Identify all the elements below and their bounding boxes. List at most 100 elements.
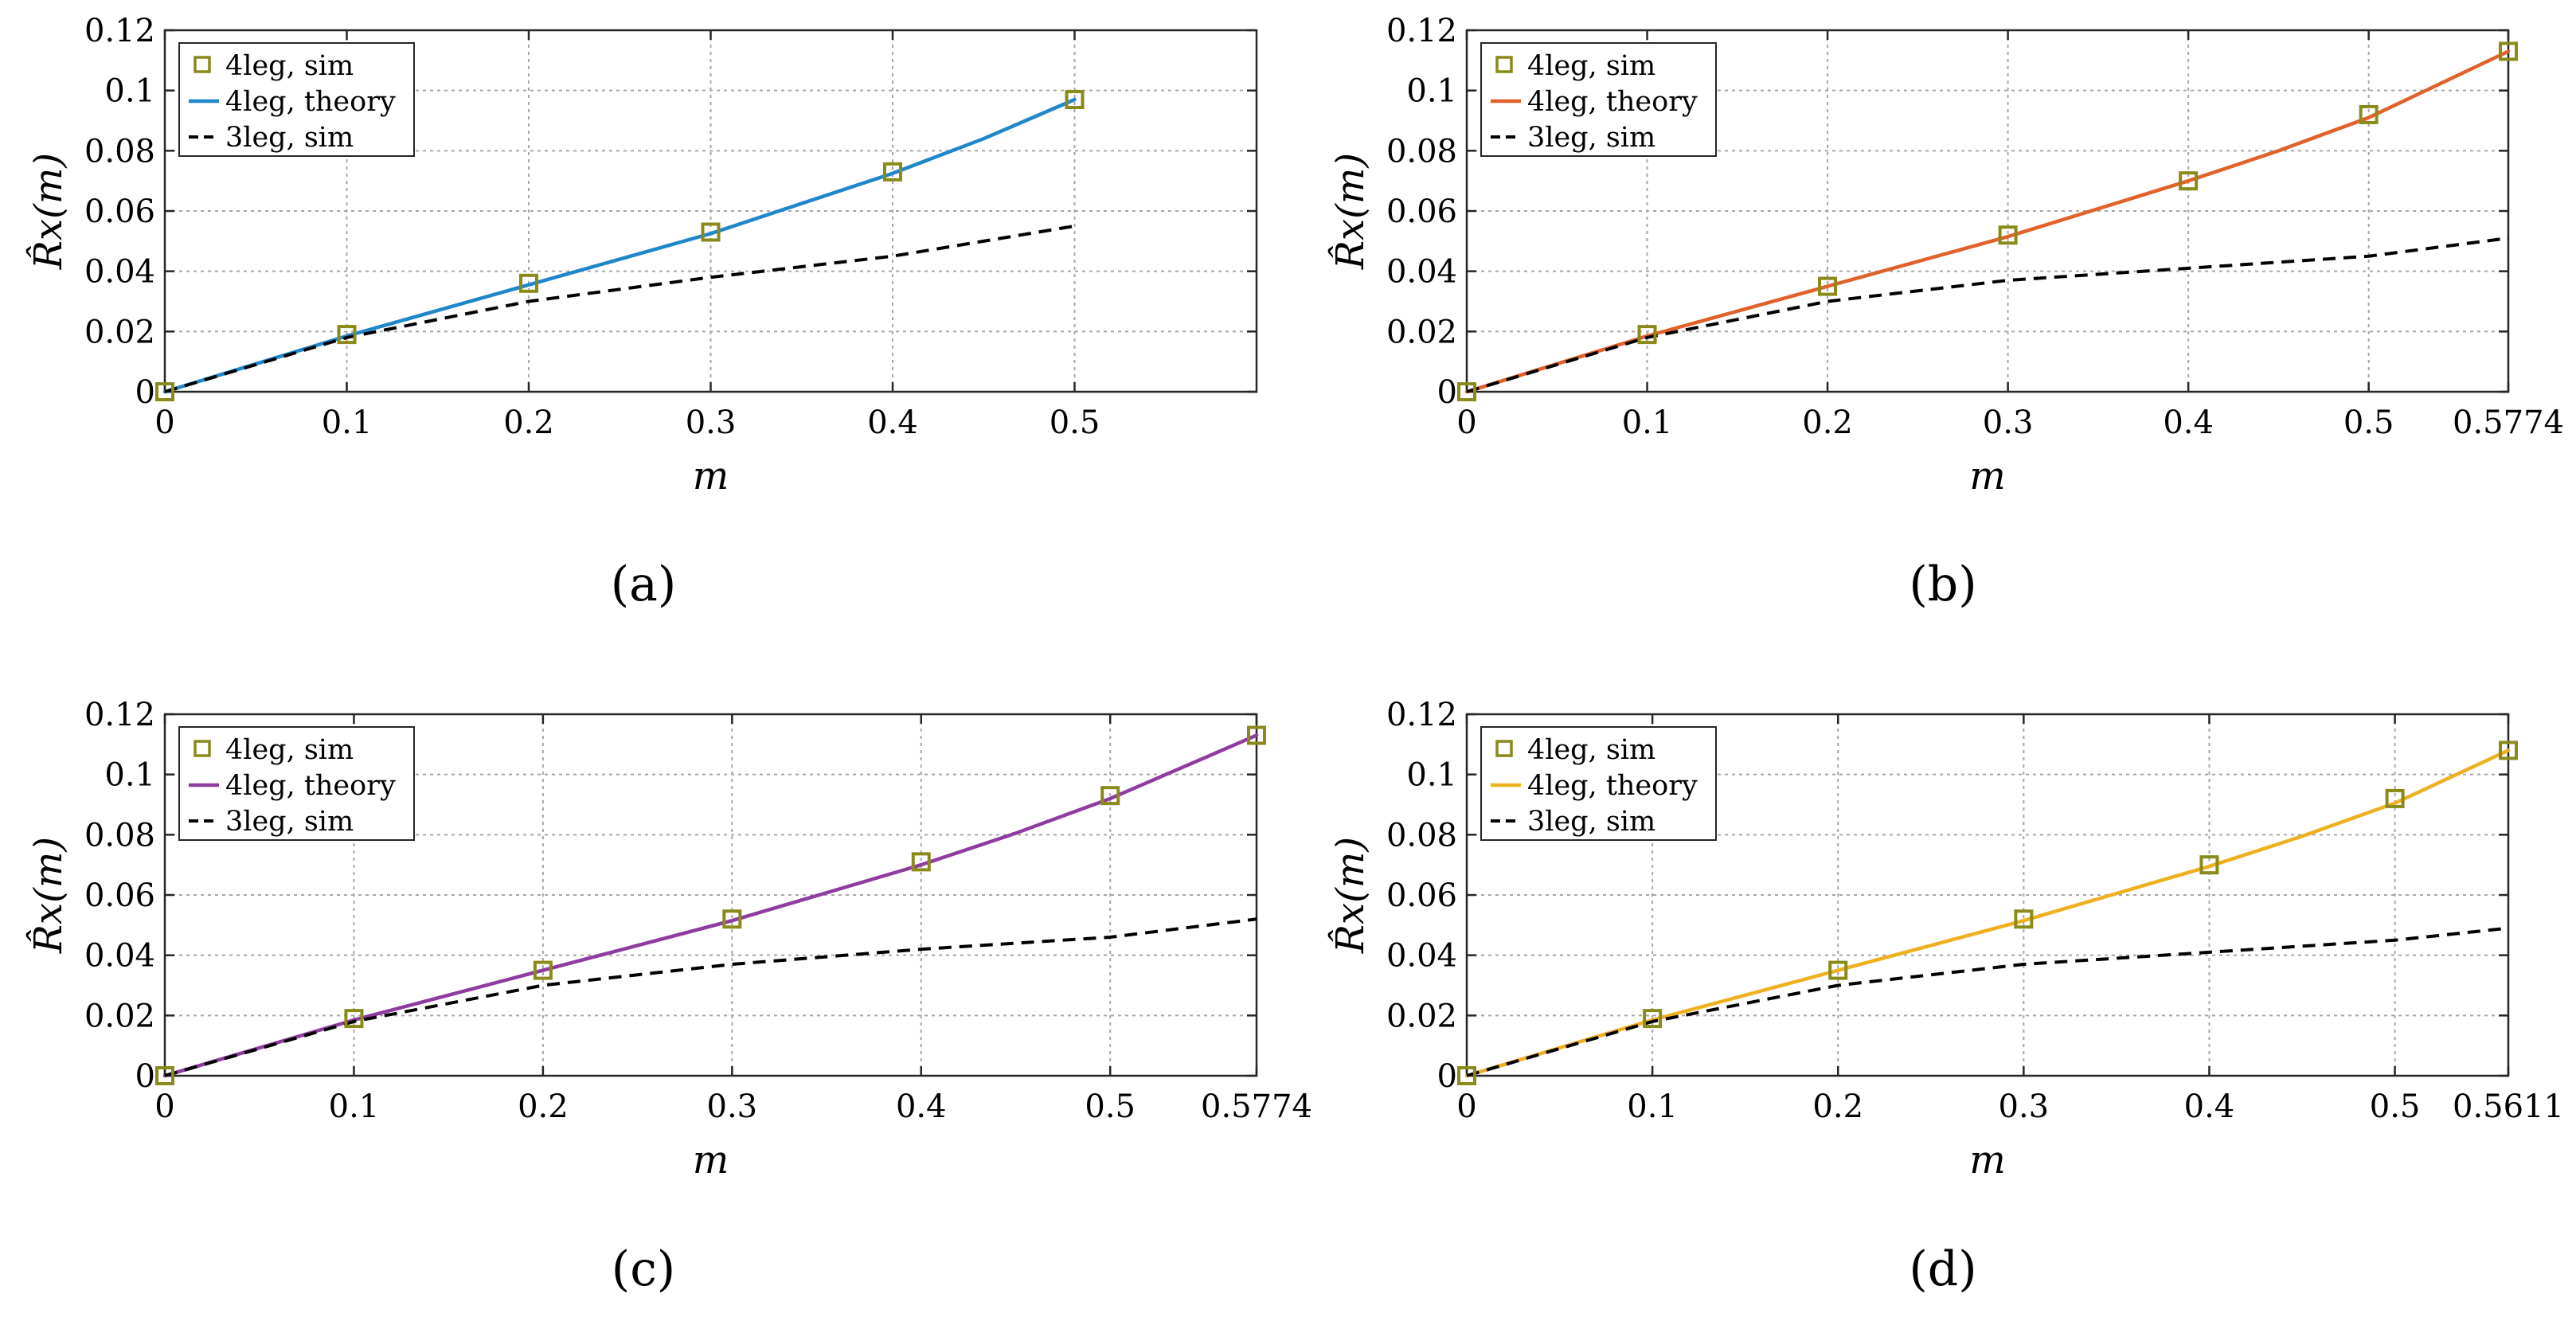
legend-marker-4leg-sim	[193, 740, 211, 757]
legend-label-3leg-sim: 3leg, sim	[1527, 806, 1655, 838]
x-tick-label: 0.5	[2343, 404, 2394, 441]
y-tick-label: 0.02	[1386, 314, 1457, 350]
legend-label-4leg-theory: 4leg, theory	[225, 770, 396, 802]
x-tick-label: 0.1	[329, 1088, 380, 1125]
series-line-3leg-sim	[1466, 236, 2509, 393]
y-tick-label: 0.12	[84, 697, 155, 733]
panel-caption: (c)	[612, 1241, 675, 1297]
data-point-4leg-sim	[2385, 788, 2405, 808]
data-point-4leg-sim	[155, 382, 174, 401]
y-tick-label: 0.04	[84, 938, 155, 975]
x-tick-label: 0.1	[1627, 1088, 1678, 1125]
legend-label-3leg-sim: 3leg, sim	[1527, 122, 1655, 154]
x-tick-label: 0.2	[518, 1088, 569, 1125]
y-tick-label: 0.06	[84, 877, 155, 914]
x-axis-label: m	[1969, 454, 2006, 498]
y-tick-label: 0.1	[104, 757, 155, 794]
legend-label-4leg-theory: 4leg, theory	[1527, 770, 1698, 802]
chart-panel-d: 0 0.1 0.2 0.3 0.4 0.5 0.5611 0 0.02 0.04 0.06 0.08 0…	[1327, 697, 2564, 1297]
legend: 4leg, sim 4leg, theory 3leg, sim	[178, 726, 415, 841]
y-tick-label: 0.12	[1386, 697, 1457, 733]
data-point-4leg-sim	[911, 852, 931, 872]
y-tick-label: 0.08	[1386, 817, 1457, 854]
legend-label-4leg-sim: 4leg, sim	[225, 734, 354, 766]
panel-caption: (b)	[1909, 557, 1976, 612]
x-axis-label: m	[693, 454, 729, 498]
legend-label-4leg-sim: 4leg, sim	[1527, 50, 1655, 82]
y-tick-label: 0.02	[84, 998, 155, 1034]
legend: 4leg, sim 4leg, theory 3leg, sim	[1480, 726, 1717, 841]
data-point-4leg-sim	[1643, 1009, 1663, 1029]
series-line-4leg-theory	[162, 733, 1259, 1078]
y-tick-label: 0.12	[1386, 13, 1457, 49]
data-point-4leg-sim	[337, 325, 357, 345]
x-tick-label: 0.5	[2370, 1088, 2421, 1125]
x-axis-label: m	[1969, 1138, 2006, 1182]
x-tick-label: 0.3	[707, 1088, 758, 1125]
data-point-4leg-sim	[2014, 909, 2034, 929]
y-tick-label: 0.12	[84, 13, 155, 49]
panel-caption: (d)	[1909, 1241, 1976, 1297]
data-point-4leg-sim	[1637, 325, 1657, 345]
data-point-4leg-sim	[1828, 960, 1848, 980]
y-tick-label: 0.02	[1386, 998, 1457, 1034]
legend-label-4leg-sim: 4leg, sim	[1527, 734, 1655, 766]
y-tick-label: 0	[1437, 374, 1457, 411]
data-point-4leg-sim	[722, 909, 742, 929]
x-tick-label: 0	[154, 404, 174, 441]
x-tick-label: 0.1	[322, 404, 373, 441]
y-axis-label: R̂x(m)	[1327, 837, 1373, 954]
chart-panel-b: 0 0.1 0.2 0.3 0.4 0.5 0.5774 0 0.02 0.04 0.06 0.08 0…	[1327, 13, 2564, 612]
series-line-3leg-sim	[164, 917, 1257, 1077]
y-tick-label: 0.04	[1386, 254, 1457, 291]
data-point-4leg-sim	[1457, 382, 1476, 401]
y-tick-label: 0	[135, 374, 155, 411]
x-tick-label: 0.5	[1050, 404, 1100, 441]
data-point-4leg-sim	[2499, 41, 2518, 61]
y-tick-label: 0.06	[1386, 877, 1457, 914]
y-tick-label: 0.08	[84, 817, 155, 854]
legend: 4leg, sim 4leg, theory 3leg, sim	[1480, 42, 1717, 157]
legend: 4leg, sim 4leg, theory 3leg, sim	[178, 42, 415, 157]
legend-label-4leg-theory: 4leg, theory	[1527, 86, 1698, 118]
legend-label-4leg-theory: 4leg, theory	[225, 86, 396, 118]
data-point-4leg-sim	[701, 222, 721, 242]
y-axis-label: R̂x(m)	[25, 153, 71, 270]
y-tick-label: 0.1	[104, 73, 155, 110]
series-line-3leg-sim	[1466, 926, 2509, 1077]
data-point-4leg-sim	[2359, 104, 2379, 124]
y-tick-label: 0.06	[1386, 193, 1457, 230]
y-tick-label: 0.04	[84, 254, 155, 291]
data-point-4leg-sim	[155, 1066, 174, 1085]
x-tick-label: 0.4	[2184, 1088, 2235, 1125]
y-tick-label: 0	[135, 1058, 155, 1095]
legend-marker-4leg-sim	[1495, 740, 1513, 757]
x-axis-label: m	[693, 1138, 729, 1182]
y-tick-label: 0	[1437, 1058, 1457, 1095]
panel-caption: (a)	[611, 557, 677, 612]
chart-panel-c: 0 0.1 0.2 0.3 0.4 0.5 0.5774 0 0.02 0.04 0.06 0.08 0…	[25, 697, 1312, 1297]
y-tick-label: 0.02	[84, 314, 155, 350]
data-point-4leg-sim	[533, 960, 553, 980]
series-line-4leg-theory	[1464, 748, 2511, 1078]
x-tick-label: 0.4	[2163, 404, 2214, 441]
x-tick-label: 0.5774	[2453, 404, 2564, 441]
x-tick-label: 0.3	[686, 404, 737, 441]
x-tick-label: 0.2	[1802, 404, 1853, 441]
data-point-4leg-sim	[1100, 786, 1120, 806]
x-tick-label: 0.3	[1983, 404, 2034, 441]
x-tick-label: 0.1	[1622, 404, 1673, 441]
data-point-4leg-sim	[1818, 276, 1838, 296]
x-tick-label: 0.5	[1085, 1088, 1136, 1125]
x-tick-label: 0.5774	[1201, 1088, 1312, 1125]
data-point-4leg-sim	[344, 1009, 364, 1029]
x-tick-label: 0.4	[896, 1088, 947, 1125]
x-tick-label: 0.2	[1812, 1088, 1863, 1125]
y-tick-label: 0.08	[1386, 133, 1457, 170]
chart-panel-a: 0 0.1 0.2 0.3 0.4 0.5 0 0.02 0.04 0.06 0.08 0.1 0.12…	[25, 13, 1258, 612]
x-tick-label: 0.4	[867, 404, 918, 441]
data-point-4leg-sim	[1065, 90, 1085, 110]
data-point-4leg-sim	[2499, 741, 2518, 760]
legend-label-3leg-sim: 3leg, sim	[225, 806, 354, 838]
